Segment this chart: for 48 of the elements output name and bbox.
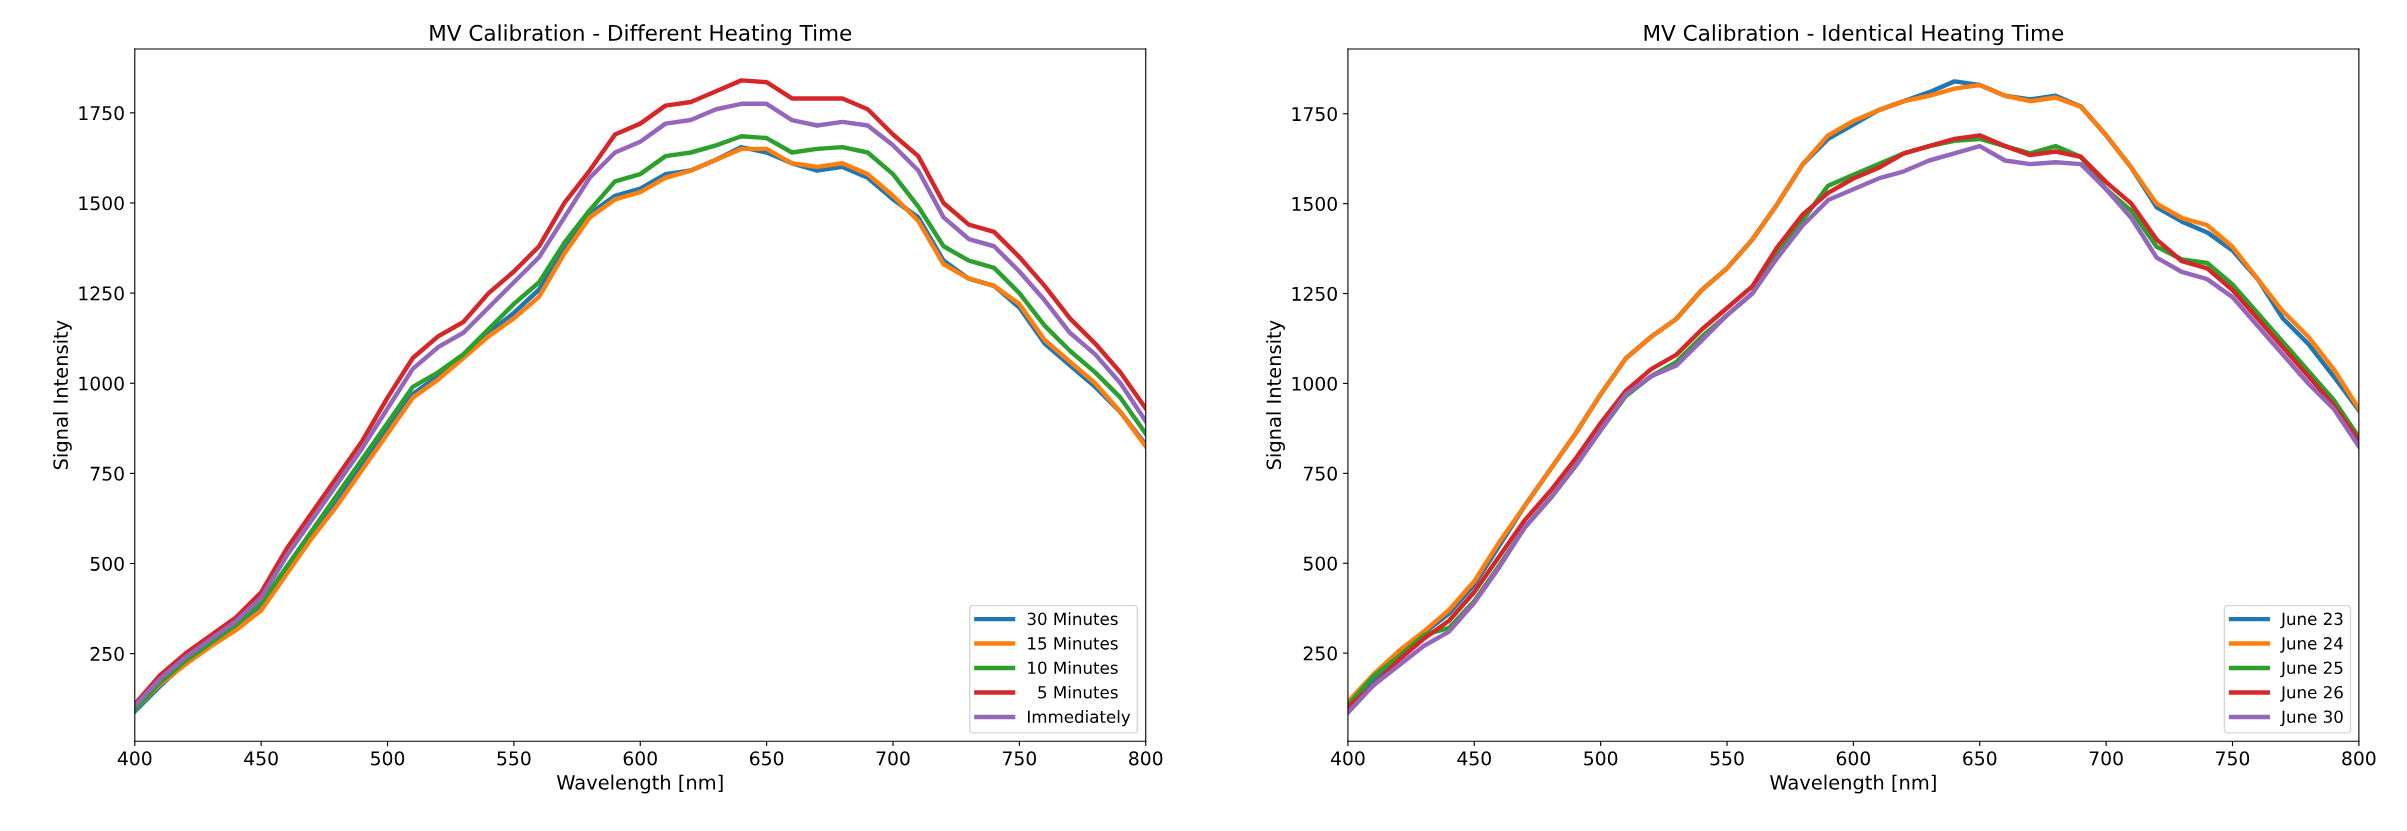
y-tick-label: 1750 — [79, 106, 124, 121]
x-tick-label: 550 — [1710, 751, 1744, 766]
y-tick-label: 750 — [90, 466, 124, 481]
legend-label: June 25 — [2280, 661, 2343, 678]
y-tick-label: 500 — [1303, 556, 1337, 571]
y-tick-label: 1250 — [79, 286, 124, 301]
legend-label: 10 Minutes — [1028, 661, 1118, 675]
legend-label: June 24 — [2280, 637, 2343, 653]
x-tick-label: 400 — [1330, 751, 1365, 766]
legend-label: June 26 — [2280, 685, 2343, 702]
legend-label: June 23 — [2280, 612, 2343, 629]
x-tick-label: 800 — [1129, 751, 1163, 766]
y-tick-label: 1000 — [79, 376, 124, 391]
legend-label: 15 Minutes — [1028, 636, 1118, 650]
x-tick-label: 750 — [1003, 751, 1037, 766]
x-tick-label: 400 — [117, 751, 152, 766]
x-axis-title: Wavelength [nm] — [556, 774, 723, 794]
x-tick-label: 700 — [2089, 751, 2123, 766]
legend-label: 5 Minutes — [1038, 685, 1118, 699]
x-tick-label: 600 — [623, 751, 657, 766]
y-axis-title: Signal Intensity — [52, 320, 72, 470]
y-tick-label: 1500 — [79, 196, 124, 211]
x-tick-label: 450 — [1457, 751, 1491, 766]
legend-label: 30 Minutes — [1027, 612, 1118, 626]
x-tick-label: 700 — [876, 751, 910, 766]
x-tick-label: 650 — [750, 751, 784, 766]
y-tick-label: 500 — [90, 556, 124, 571]
x-tick-label: 500 — [1584, 751, 1618, 766]
y-tick-label: 1750 — [1292, 106, 1337, 122]
y-tick-label: 250 — [1303, 646, 1337, 661]
chart-title: MV Calibration - Different Heating Time — [430, 24, 852, 46]
x-tick-label: 600 — [1836, 751, 1871, 766]
legend-label: June 30 — [2280, 710, 2343, 727]
y-tick-label: 750 — [1303, 466, 1337, 481]
x-tick-label: 500 — [371, 751, 405, 766]
x-tick-label: 450 — [244, 751, 278, 766]
y-tick-label: 1250 — [1292, 286, 1337, 301]
x-tick-label: 800 — [2342, 751, 2376, 766]
y-tick-label: 1500 — [1292, 196, 1337, 212]
x-axis-title: Wavelength [nm] — [1770, 774, 1936, 794]
x-tick-label: 650 — [1963, 751, 1997, 766]
x-tick-label: 750 — [2216, 751, 2250, 766]
x-tick-label: 550 — [497, 751, 531, 766]
y-axis-title: Signal Intensity — [1266, 320, 1285, 470]
y-tick-label: 1000 — [1292, 376, 1337, 391]
legend-label: Immediately — [1028, 710, 1131, 727]
chart-title: MV Calibration - Identical Heating Time — [1644, 24, 2064, 46]
y-tick-label: 250 — [90, 646, 124, 662]
